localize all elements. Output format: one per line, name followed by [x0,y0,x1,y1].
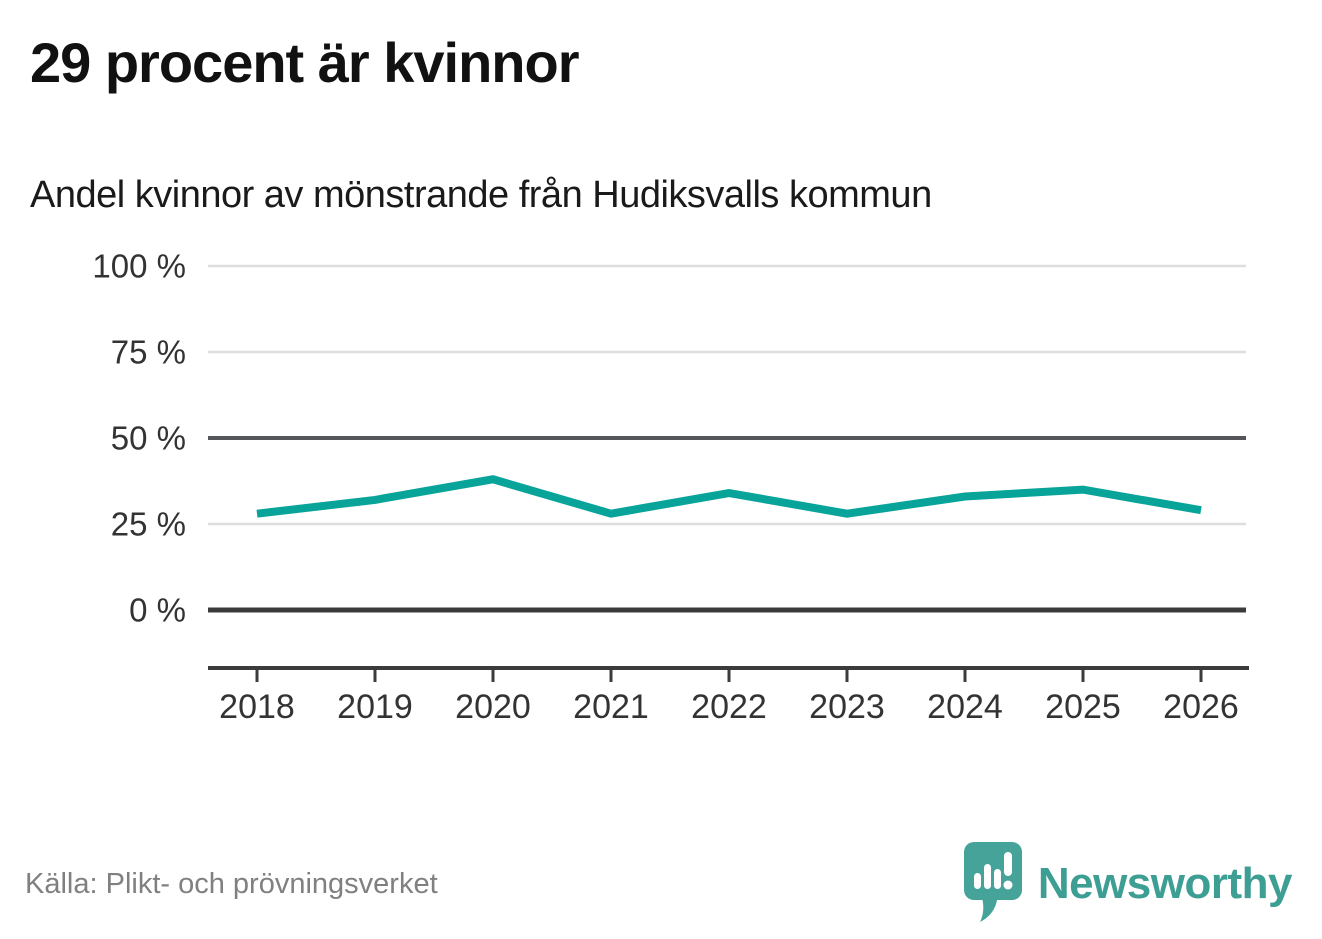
page-title: 29 procent är kvinnor [30,31,580,94]
x-tick-label: 2020 [455,688,531,726]
y-tick-label: 50 % [111,420,186,457]
y-tick-label: 100 % [92,248,186,285]
x-tick-label: 2022 [691,688,767,726]
newsworthy-bubble-chart-icon [963,842,1022,922]
y-tick-label: 75 % [111,334,186,371]
brand-logo: Newsworthy [962,840,1293,928]
line-chart: 0 % 25 % 50 % 75 % 100 % 2018 2019 2020 2021 2022… [92,248,1249,726]
chart-subtitle: Andel kvinnor av mönstrande från Hudiksv… [30,174,932,216]
x-tick-label: 2023 [809,688,885,726]
x-tick-label: 2021 [573,688,649,726]
series-line-andel-kvinnor [256,475,1202,518]
y-tick-label: 25 % [111,506,186,543]
x-tick-label: 2025 [1045,688,1121,726]
source-note: Källa: Plikt- och prövningsverket [25,868,438,900]
x-tick-label: 2026 [1163,688,1239,726]
y-tick-label: 0 % [129,592,186,629]
x-tick-label: 2018 [219,688,295,726]
x-tick-label: 2019 [337,688,413,726]
brand-name: Newsworthy [1037,859,1293,908]
x-tick-label: 2024 [927,688,1003,726]
